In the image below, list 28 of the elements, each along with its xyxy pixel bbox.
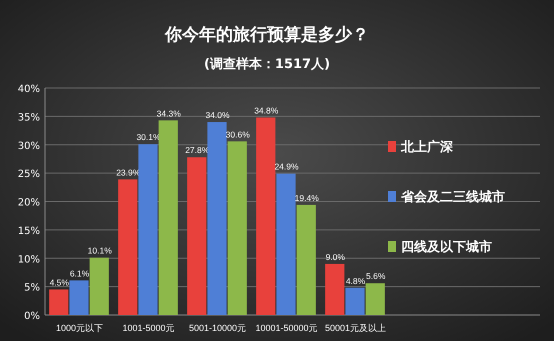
data-label: 5.6% (366, 271, 386, 282)
y-tick-label: 20% (18, 198, 40, 208)
data-label: 4.8% (346, 276, 366, 286)
y-tick-label: 35% (18, 112, 40, 124)
chart-title: 你今年的旅行预算是多少？ (164, 25, 369, 45)
y-tick-label: 25% (18, 169, 40, 180)
y-tick-label: 15% (18, 226, 40, 237)
data-label: 6.1% (70, 268, 90, 278)
x-tick-label: 1000元以下 (56, 323, 104, 333)
y-tick-label: 0% (24, 311, 40, 322)
data-label: 34.3% (156, 108, 182, 118)
x-tick-label: 10001-50000元 (255, 323, 318, 333)
data-label: 4.5% (50, 277, 70, 288)
data-label: 34.0% (205, 110, 230, 120)
x-tick-label: 50001元及以上 (324, 323, 386, 333)
chart-subtitle: (调查样本：1517人) (204, 57, 330, 72)
data-label: 9.0% (326, 252, 346, 262)
legend-label: 省会及二三线城市 (400, 189, 505, 205)
x-tick-label: 5001-10000元 (188, 323, 246, 333)
y-tick-label: 10% (18, 254, 40, 266)
legend-label: 北上广深 (400, 139, 454, 155)
data-label: 10.1% (88, 246, 112, 256)
y-tick-label: 5% (24, 282, 40, 294)
legend-label: 四线及以下城市 (401, 239, 492, 255)
y-tick-label: 40% (18, 84, 40, 95)
data-label: 34.8% (254, 106, 279, 116)
x-tick-label: 1001-5000元 (122, 323, 175, 333)
y-tick-label: 30% (18, 140, 40, 152)
